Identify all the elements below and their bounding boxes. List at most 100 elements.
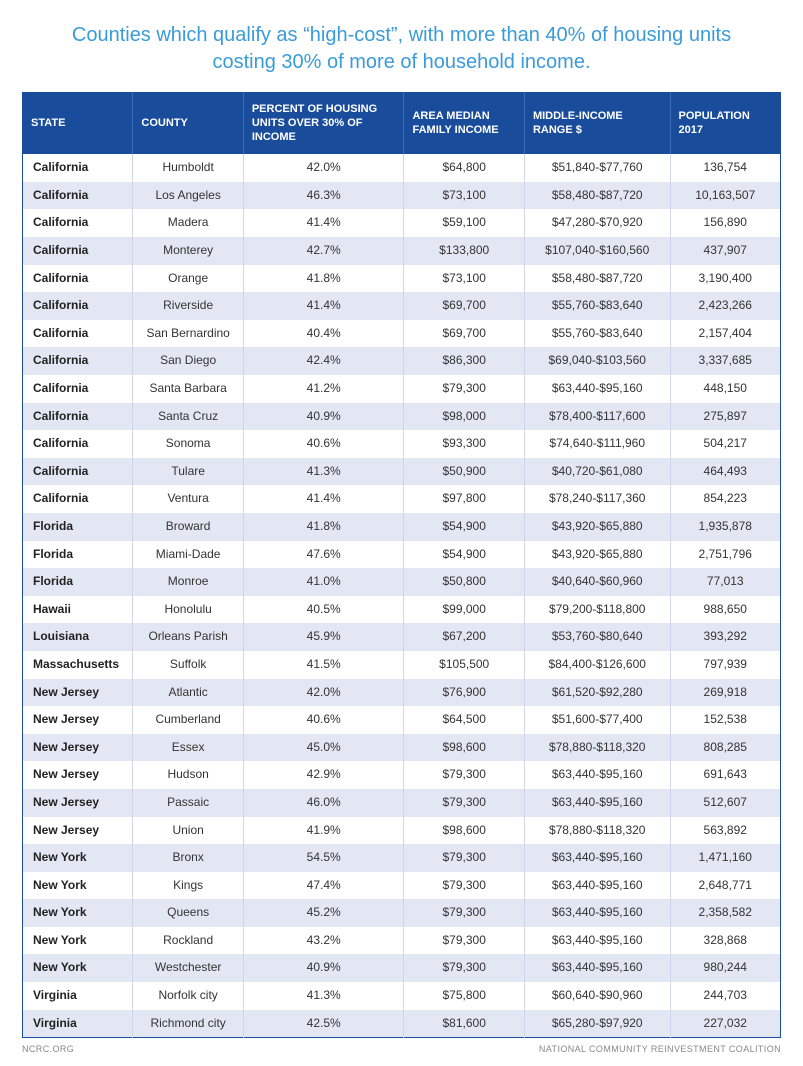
cell-pct: 45.9% (243, 623, 404, 651)
cell-county: Westchester (133, 954, 243, 982)
table-row: CaliforniaSan Bernardino40.4%$69,700$55,… (23, 320, 781, 348)
cell-range: $63,440-$95,160 (524, 375, 670, 403)
cell-pop: 464,493 (670, 458, 781, 486)
table-row: MassachusettsSuffolk41.5%$105,500$84,400… (23, 651, 781, 679)
table-row: HawaiiHonolulu40.5%$99,000$79,200-$118,8… (23, 596, 781, 624)
cell-pop: 2,423,266 (670, 292, 781, 320)
cell-state: California (23, 430, 133, 458)
table-header-row: STATE COUNTY PERCENT OF HOUSING UNITS OV… (23, 93, 781, 155)
cell-state: Louisiana (23, 623, 133, 651)
cell-ami: $133,800 (404, 237, 524, 265)
table-row: New YorkBronx54.5%$79,300$63,440-$95,160… (23, 844, 781, 872)
cell-state: Hawaii (23, 596, 133, 624)
table-row: New JerseyEssex45.0%$98,600$78,880-$118,… (23, 734, 781, 762)
cell-pct: 46.3% (243, 182, 404, 210)
cell-pct: 47.4% (243, 872, 404, 900)
cell-county: Honolulu (133, 596, 243, 624)
cell-ami: $98,600 (404, 734, 524, 762)
cell-state: Florida (23, 513, 133, 541)
cell-state: California (23, 292, 133, 320)
col-header-range: MIDDLE-INCOME RANGE $ (524, 93, 670, 155)
cell-pct: 45.2% (243, 899, 404, 927)
cell-pct: 41.4% (243, 292, 404, 320)
table-row: New YorkWestchester40.9%$79,300$63,440-$… (23, 954, 781, 982)
page-title: Counties which qualify as “high-cost”, w… (62, 22, 742, 76)
cell-range: $40,640-$60,960 (524, 568, 670, 596)
table-row: New YorkRockland43.2%$79,300$63,440-$95,… (23, 927, 781, 955)
table-body: CaliforniaHumboldt42.0%$64,800$51,840-$7… (23, 154, 781, 1038)
cell-state: California (23, 182, 133, 210)
cell-pop: 10,163,507 (670, 182, 781, 210)
col-header-county: COUNTY (133, 93, 243, 155)
cell-pop: 152,538 (670, 706, 781, 734)
cell-pct: 46.0% (243, 789, 404, 817)
cell-pct: 43.2% (243, 927, 404, 955)
cell-range: $63,440-$95,160 (524, 899, 670, 927)
cell-state: New Jersey (23, 679, 133, 707)
footer-left: NCRC.ORG (22, 1044, 74, 1054)
cell-county: Hudson (133, 761, 243, 789)
cell-ami: $79,300 (404, 844, 524, 872)
table-row: New JerseyCumberland40.6%$64,500$51,600-… (23, 706, 781, 734)
cell-county: Riverside (133, 292, 243, 320)
cell-pct: 40.9% (243, 954, 404, 982)
cell-pct: 40.6% (243, 430, 404, 458)
cell-ami: $54,900 (404, 513, 524, 541)
cell-county: Monroe (133, 568, 243, 596)
cell-state: New York (23, 844, 133, 872)
cell-state: Massachusetts (23, 651, 133, 679)
cell-county: San Diego (133, 347, 243, 375)
table-row: CaliforniaRiverside41.4%$69,700$55,760-$… (23, 292, 781, 320)
table-row: CaliforniaSanta Cruz40.9%$98,000$78,400-… (23, 403, 781, 431)
cell-range: $58,480-$87,720 (524, 265, 670, 293)
footer-right: NATIONAL COMMUNITY REINVESTMENT COALITIO… (539, 1044, 781, 1054)
cell-pct: 41.5% (243, 651, 404, 679)
cell-pop: 275,897 (670, 403, 781, 431)
cell-pop: 136,754 (670, 154, 781, 182)
cell-ami: $98,600 (404, 817, 524, 845)
cell-pct: 42.4% (243, 347, 404, 375)
cell-state: New Jersey (23, 817, 133, 845)
cell-ami: $59,100 (404, 209, 524, 237)
cell-county: Bronx (133, 844, 243, 872)
cell-range: $84,400-$126,600 (524, 651, 670, 679)
cell-pct: 41.9% (243, 817, 404, 845)
cell-pop: 448,150 (670, 375, 781, 403)
cell-state: California (23, 485, 133, 513)
cell-ami: $50,900 (404, 458, 524, 486)
cell-pct: 40.4% (243, 320, 404, 348)
col-header-state: STATE (23, 93, 133, 155)
cell-ami: $54,900 (404, 541, 524, 569)
cell-ami: $50,800 (404, 568, 524, 596)
cell-state: California (23, 375, 133, 403)
cell-pop: 244,703 (670, 982, 781, 1010)
cell-state: California (23, 320, 133, 348)
cell-ami: $79,300 (404, 375, 524, 403)
cell-pop: 980,244 (670, 954, 781, 982)
cell-pct: 41.3% (243, 458, 404, 486)
cell-pct: 42.9% (243, 761, 404, 789)
table-row: New JerseyPassaic46.0%$79,300$63,440-$95… (23, 789, 781, 817)
cell-ami: $76,900 (404, 679, 524, 707)
cell-pop: 2,648,771 (670, 872, 781, 900)
cell-ami: $73,100 (404, 265, 524, 293)
cell-state: New Jersey (23, 734, 133, 762)
cell-pct: 41.2% (243, 375, 404, 403)
cell-range: $47,280-$70,920 (524, 209, 670, 237)
cell-ami: $79,300 (404, 789, 524, 817)
cell-pct: 41.8% (243, 513, 404, 541)
cell-pop: 2,157,404 (670, 320, 781, 348)
cell-range: $63,440-$95,160 (524, 927, 670, 955)
cell-pop: 563,892 (670, 817, 781, 845)
cell-state: California (23, 347, 133, 375)
table-row: CaliforniaLos Angeles46.3%$73,100$58,480… (23, 182, 781, 210)
table-row: FloridaMiami-Dade47.6%$54,900$43,920-$65… (23, 541, 781, 569)
cell-county: Union (133, 817, 243, 845)
table-row: CaliforniaOrange41.8%$73,100$58,480-$87,… (23, 265, 781, 293)
cell-state: New Jersey (23, 706, 133, 734)
cell-pop: 77,013 (670, 568, 781, 596)
table-row: LouisianaOrleans Parish45.9%$67,200$53,7… (23, 623, 781, 651)
cell-pop: 854,223 (670, 485, 781, 513)
cell-range: $51,600-$77,400 (524, 706, 670, 734)
table-row: New JerseyHudson42.9%$79,300$63,440-$95,… (23, 761, 781, 789)
